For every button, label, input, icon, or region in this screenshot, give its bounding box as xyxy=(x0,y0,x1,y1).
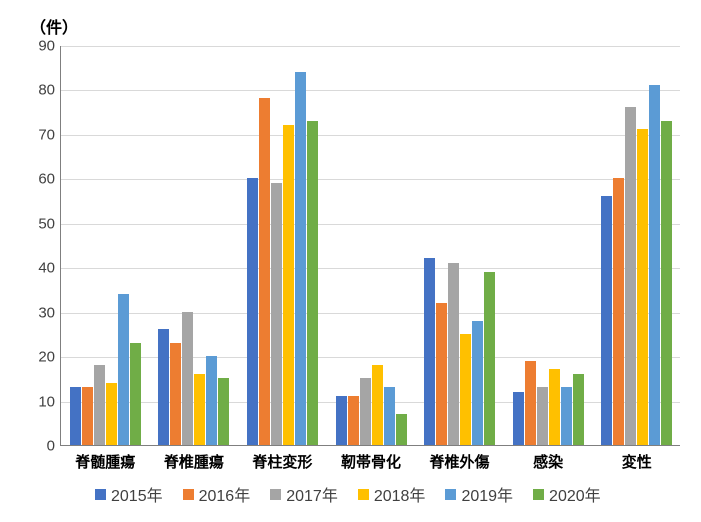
legend-swatch xyxy=(95,489,106,500)
bar xyxy=(348,396,359,445)
y-tick-label: 70 xyxy=(38,126,61,143)
bar xyxy=(106,383,117,445)
bar xyxy=(247,178,258,445)
legend-label: 2019年 xyxy=(461,482,513,506)
bar xyxy=(601,196,612,445)
legend-label: 2020年 xyxy=(549,482,601,506)
legend-item: 2015年 xyxy=(95,482,163,506)
legend-label: 2017年 xyxy=(286,482,338,506)
bar xyxy=(70,387,81,445)
x-category-label: 脊椎外傷 xyxy=(430,445,490,472)
bar xyxy=(295,72,306,445)
y-tick-label: 50 xyxy=(38,215,61,232)
y-axis-unit-label: （件） xyxy=(30,14,78,38)
legend: 2015年 2016年 2017年 2018年 2019年 2020年 xyxy=(85,482,611,506)
bar xyxy=(613,178,624,445)
bar xyxy=(637,129,648,445)
bar xyxy=(484,272,495,445)
y-tick-label: 30 xyxy=(38,304,61,321)
x-category-label: 脊柱変形 xyxy=(252,445,312,472)
legend-item: 2018年 xyxy=(358,482,426,506)
bars-layer xyxy=(61,46,680,445)
bar xyxy=(94,365,105,445)
bar xyxy=(525,361,536,445)
bar xyxy=(82,387,93,445)
y-tick-label: 90 xyxy=(38,38,61,55)
legend-item: 2019年 xyxy=(445,482,513,506)
legend-label: 2016年 xyxy=(199,482,251,506)
plot-area: 0102030405060708090脊髄腫瘍脊椎腫瘍脊柱変形靭帯骨化脊椎外傷感… xyxy=(60,46,680,446)
y-tick-label: 0 xyxy=(47,438,61,455)
x-category-label: 脊椎腫瘍 xyxy=(164,445,224,472)
bar xyxy=(271,183,282,445)
bar xyxy=(336,396,347,445)
bar xyxy=(259,98,270,445)
bar xyxy=(649,85,660,445)
bar xyxy=(384,387,395,445)
bar-chart: （件） 0102030405060708090脊髄腫瘍脊椎腫瘍脊柱変形靭帯骨化脊… xyxy=(0,0,701,522)
legend-swatch xyxy=(183,489,194,500)
bar xyxy=(283,125,294,445)
y-tick-label: 20 xyxy=(38,349,61,366)
bar xyxy=(460,334,471,445)
bar xyxy=(448,263,459,445)
bar xyxy=(130,343,141,445)
bar xyxy=(118,294,129,445)
bar xyxy=(549,369,560,445)
bar xyxy=(424,258,435,445)
legend-label: 2018年 xyxy=(374,482,426,506)
bar xyxy=(537,387,548,445)
x-category-label: 靭帯骨化 xyxy=(341,445,401,472)
bar xyxy=(436,303,447,445)
legend-item: 2016年 xyxy=(183,482,251,506)
legend-item: 2020年 xyxy=(533,482,601,506)
y-tick-label: 80 xyxy=(38,82,61,99)
legend-swatch xyxy=(445,489,456,500)
legend-swatch xyxy=(358,489,369,500)
x-category-label: 変性 xyxy=(622,445,652,472)
bar xyxy=(661,121,672,445)
y-tick-label: 60 xyxy=(38,171,61,188)
bar xyxy=(307,121,318,445)
legend-swatch xyxy=(533,489,544,500)
bar xyxy=(513,392,524,445)
bar xyxy=(472,321,483,445)
bar xyxy=(182,312,193,445)
y-tick-label: 40 xyxy=(38,260,61,277)
x-category-label: 脊髄腫瘍 xyxy=(75,445,135,472)
bar xyxy=(396,414,407,445)
legend-swatch xyxy=(270,489,281,500)
bar xyxy=(561,387,572,445)
bar xyxy=(194,374,205,445)
y-tick-label: 10 xyxy=(38,393,61,410)
bar xyxy=(206,356,217,445)
bar xyxy=(372,365,383,445)
bar xyxy=(625,107,636,445)
bar xyxy=(573,374,584,445)
bar xyxy=(170,343,181,445)
bar xyxy=(360,378,371,445)
legend-item: 2017年 xyxy=(270,482,338,506)
bar xyxy=(218,378,229,445)
bar xyxy=(158,329,169,445)
x-category-label: 感染 xyxy=(533,445,563,472)
legend-label: 2015年 xyxy=(111,482,163,506)
